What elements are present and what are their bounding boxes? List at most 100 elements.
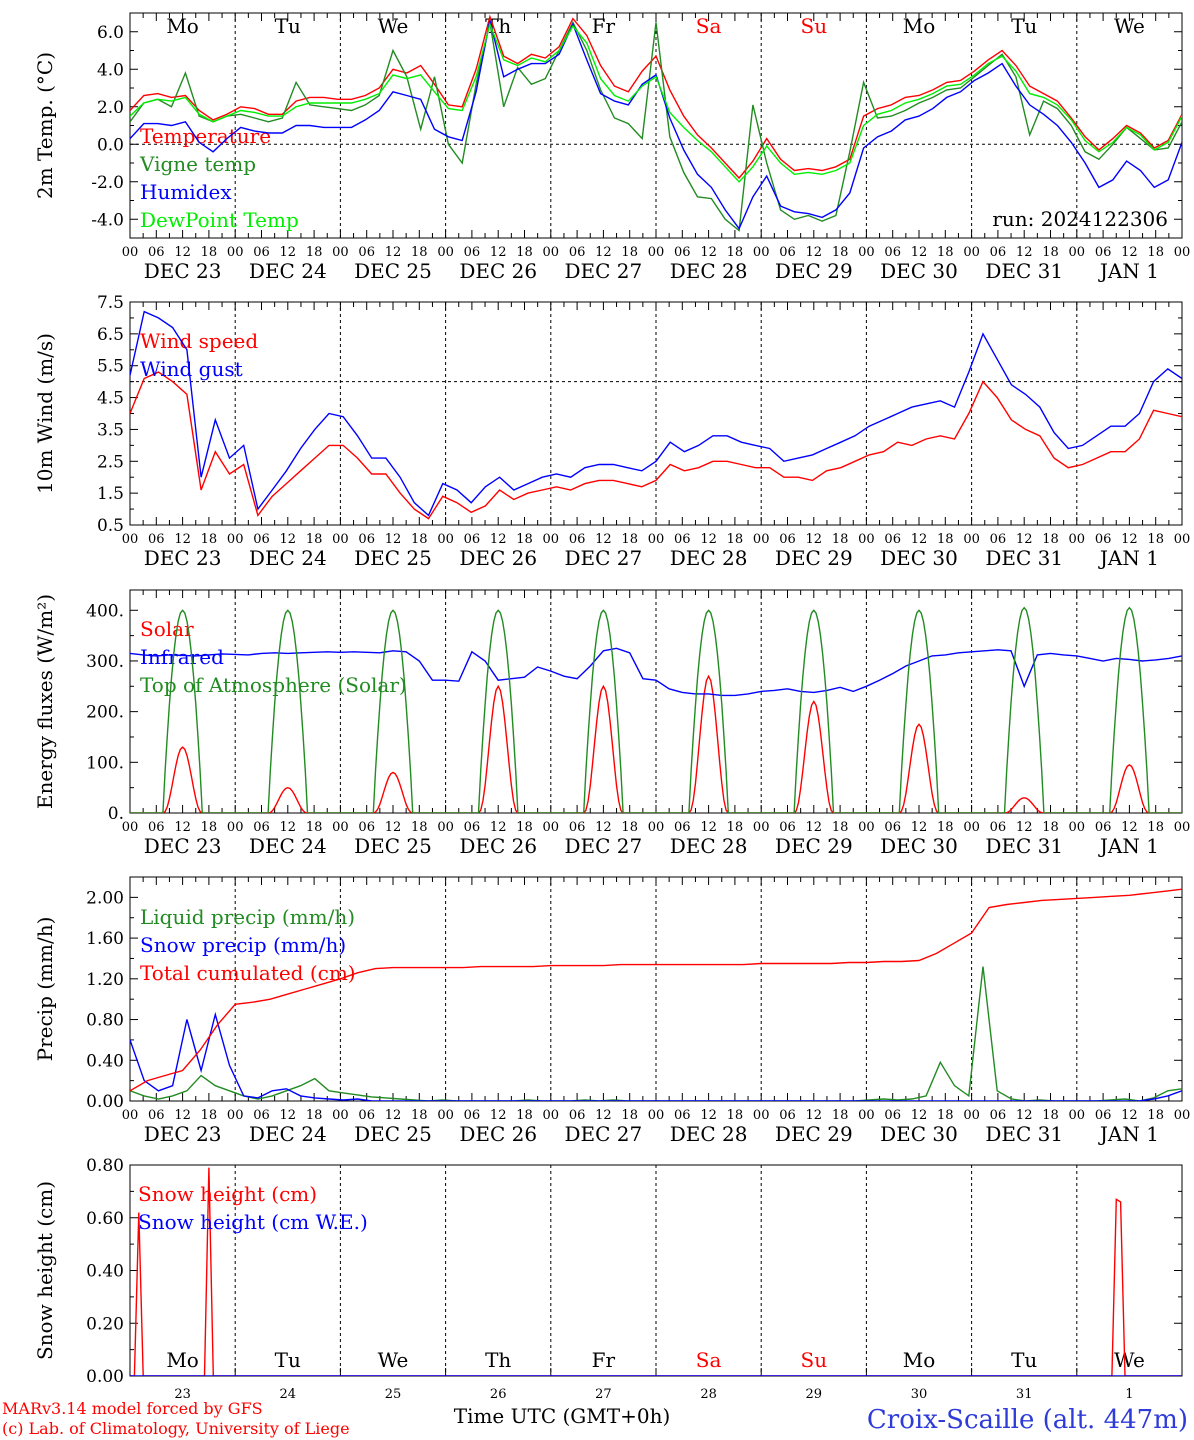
hour-tick-label: 00 bbox=[1069, 532, 1086, 547]
hour-tick-label: 18 bbox=[1042, 1108, 1059, 1123]
hour-tick-label: 12 bbox=[490, 532, 507, 547]
hour-tick-label: 00 bbox=[122, 1108, 139, 1123]
y-tick-label: 0.5 bbox=[97, 516, 124, 536]
station-label: Croix-Scaille (alt. 447m) bbox=[867, 1405, 1188, 1435]
hour-tick-label: 18 bbox=[306, 245, 323, 260]
y-tick-label: 2.0 bbox=[97, 98, 124, 118]
hour-tick-label: 06 bbox=[779, 1108, 796, 1123]
series-line bbox=[130, 371, 1182, 520]
date-label: DEC 29 bbox=[775, 259, 853, 283]
series-line bbox=[130, 1011, 1182, 1101]
date-label: DEC 25 bbox=[354, 1122, 432, 1146]
hour-tick-label: 06 bbox=[253, 532, 270, 547]
hour-tick-label: 18 bbox=[1147, 1108, 1164, 1123]
hour-tick-label: 12 bbox=[280, 532, 297, 547]
weekday-label: Tu bbox=[275, 1348, 301, 1372]
weekday-label: Su bbox=[801, 1348, 828, 1372]
hour-tick-label: 12 bbox=[280, 1108, 297, 1123]
hour-tick-label: 12 bbox=[385, 532, 402, 547]
y-tick-label: 1.60 bbox=[86, 929, 124, 949]
y-tick-label: 6.0 bbox=[97, 23, 124, 43]
hour-tick-label: 12 bbox=[700, 820, 717, 835]
hour-tick-label: 00 bbox=[543, 245, 560, 260]
hour-tick-label: 06 bbox=[569, 245, 586, 260]
weekday-label: Su bbox=[801, 14, 828, 38]
weekday-label: Mo bbox=[903, 1348, 936, 1372]
date-label: DEC 30 bbox=[880, 1122, 958, 1146]
y-tick-label: 7.5 bbox=[97, 293, 124, 313]
y-axis-label: Energy fluxes (W/m²) bbox=[33, 594, 57, 809]
legend-entry: Solar bbox=[140, 617, 194, 641]
hour-tick-label: 18 bbox=[727, 1108, 744, 1123]
hour-tick-label: 00 bbox=[543, 1108, 560, 1123]
hour-tick-label: 06 bbox=[358, 532, 375, 547]
y-tick-label: 0.20 bbox=[86, 1314, 124, 1334]
date-label: DEC 23 bbox=[144, 834, 222, 858]
date-label: DEC 28 bbox=[670, 834, 748, 858]
weekday-label: We bbox=[378, 14, 409, 38]
y-axis-label: 2m Temp. (°C) bbox=[33, 52, 57, 199]
hour-tick-label: 00 bbox=[858, 532, 875, 547]
hour-tick-label: 06 bbox=[884, 820, 901, 835]
hour-tick-label: 00 bbox=[1069, 245, 1086, 260]
hour-tick-label: 06 bbox=[148, 532, 165, 547]
panel-3: 0. 100. 200. 300. 400. Energy fluxes (W/m²) 00… bbox=[33, 589, 1190, 858]
hour-tick-label: 06 bbox=[148, 820, 165, 835]
hour-tick-label: 18 bbox=[411, 820, 428, 835]
y-axis-label: 10m Wind (m/s) bbox=[33, 333, 57, 494]
hour-tick-label: 12 bbox=[806, 532, 823, 547]
hour-tick-label: 06 bbox=[253, 820, 270, 835]
series-line bbox=[130, 888, 1182, 1092]
y-tick-label: 0.80 bbox=[86, 1011, 124, 1031]
date-label: DEC 24 bbox=[249, 259, 327, 283]
hour-tick-label: 18 bbox=[937, 820, 954, 835]
hour-tick-label: 06 bbox=[990, 1108, 1007, 1123]
date-label: DEC 24 bbox=[249, 834, 327, 858]
hour-tick-label: 18 bbox=[727, 532, 744, 547]
legend-entry: Vigne temp bbox=[139, 152, 256, 176]
hour-tick-label: 06 bbox=[358, 245, 375, 260]
weekday-label: Sa bbox=[696, 1348, 722, 1372]
hour-tick-label: 12 bbox=[280, 820, 297, 835]
hour-tick-label: 12 bbox=[385, 1108, 402, 1123]
hour-tick-label: 06 bbox=[1095, 245, 1112, 260]
y-tick-label: 0. bbox=[108, 804, 124, 824]
y-tick-label: 2.00 bbox=[86, 888, 124, 908]
hour-tick-label: 12 bbox=[174, 1108, 191, 1123]
hour-tick-label: 12 bbox=[385, 245, 402, 260]
hour-tick-label: 18 bbox=[621, 245, 638, 260]
y-tick-label: 6.5 bbox=[97, 325, 124, 345]
hour-tick-label: 12 bbox=[911, 1108, 928, 1123]
hour-tick-label: 00 bbox=[1069, 1108, 1086, 1123]
y-tick-label: 0.0 bbox=[97, 135, 124, 155]
hour-tick-label: 00 bbox=[1174, 1108, 1191, 1123]
hour-tick-label: 18 bbox=[516, 532, 533, 547]
y-tick-label: 0.40 bbox=[86, 1262, 124, 1282]
legend-entry: Liquid precip (mm/h) bbox=[140, 905, 355, 929]
weekday-label: We bbox=[1114, 1348, 1145, 1372]
y-tick-label: 1.20 bbox=[86, 970, 124, 990]
y-tick-label: -4.0 bbox=[91, 210, 124, 230]
time-axis-label: Time UTC (GMT+0h) bbox=[454, 1404, 671, 1428]
hour-tick-label: 00 bbox=[437, 820, 454, 835]
hour-tick-label: 06 bbox=[884, 245, 901, 260]
hour-tick-label: 12 bbox=[911, 532, 928, 547]
date-label: DEC 27 bbox=[565, 1122, 643, 1146]
series-line bbox=[130, 647, 1182, 697]
hour-tick-label: 06 bbox=[464, 532, 481, 547]
y-tick-label: 300. bbox=[86, 652, 124, 672]
hour-tick-label: 18 bbox=[1147, 820, 1164, 835]
day-number-label: 23 bbox=[174, 1387, 191, 1402]
day-number-label: 24 bbox=[280, 1387, 297, 1402]
day-number-label: 26 bbox=[490, 1387, 507, 1402]
hour-tick-label: 06 bbox=[569, 820, 586, 835]
hour-tick-label: 00 bbox=[227, 1108, 244, 1123]
hour-tick-label: 18 bbox=[621, 820, 638, 835]
hour-tick-label: 00 bbox=[753, 532, 770, 547]
panel-1: -4.0 -2.0 0.0 2.0 4.0 6.0 2m Temp. (°C) 00 06 12 1… bbox=[33, 12, 1190, 283]
hour-tick-label: 00 bbox=[753, 245, 770, 260]
hour-tick-label: 18 bbox=[201, 820, 218, 835]
hour-tick-label: 18 bbox=[621, 1108, 638, 1123]
date-label: DEC 29 bbox=[775, 546, 853, 570]
